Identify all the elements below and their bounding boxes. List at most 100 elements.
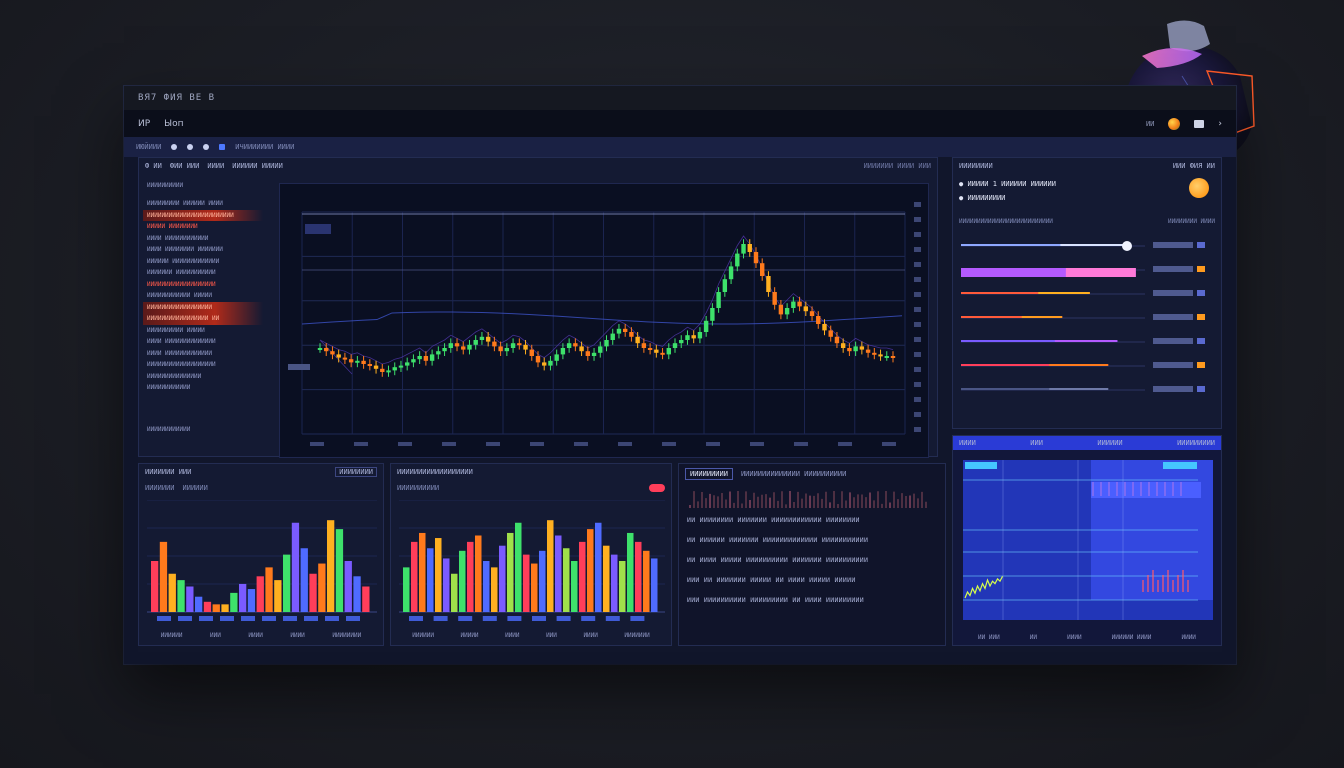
watchlist-row[interactable]: ИИИИИИИИИ ИИИИИИ ИИИИ	[147, 200, 223, 207]
y-tick-label	[914, 217, 921, 222]
bar	[230, 592, 238, 612]
watchlist-row[interactable]: ИИИИИИ ИИИИИИИИИИИИИ	[147, 257, 220, 265]
x-tick-label	[325, 616, 339, 621]
gauge-badge	[1197, 314, 1205, 320]
right-panel-gauges	[961, 241, 1205, 392]
watchlist-row[interactable]: ИИИИИИИ ИИИИИИИИИИИ	[147, 269, 216, 276]
watchlist-row[interactable]: ИИИИ ИИИИИИИИИИИИИИ	[147, 338, 216, 345]
bar	[579, 541, 586, 612]
main-header-1[interactable]: ФИИ ИИИ	[169, 162, 200, 170]
x-tick-label	[882, 442, 896, 446]
x-tick-label	[556, 616, 571, 621]
watchlist-row[interactable]: ИИИИИИИИИИИИИИИИИИИИИИИИ	[143, 209, 263, 221]
main-header-0[interactable]: Ф ИИ	[145, 162, 162, 170]
watchlist-row[interactable]: ИИИИИИИИИИИИИИИИИИИ	[147, 361, 216, 368]
gauge-badge	[1197, 386, 1205, 392]
account-avatar-icon[interactable]	[1168, 117, 1181, 130]
watchlist-row[interactable]: ИИИИ ИИИИИИИИИИИИИ	[147, 349, 213, 357]
bar	[411, 541, 418, 612]
bar	[451, 573, 458, 612]
watchlist-row[interactable]: ИИИИ ИИИИИИИИ ИИИИИИИ	[147, 246, 223, 253]
x-tick-label	[398, 442, 412, 446]
watchlist-row[interactable]: ИИИИ ИИИИИИИИИИИИ	[147, 234, 209, 242]
candle	[485, 336, 491, 342]
alert-icon[interactable]	[1189, 178, 1209, 198]
main-header-right[interactable]: ИИИИИИИ ИИИИ ИИИ	[863, 162, 931, 170]
br-axis-4: ИИИИ	[1181, 634, 1196, 641]
bar	[531, 563, 538, 612]
bar	[195, 596, 203, 612]
y-tick-label	[914, 307, 921, 312]
line-chart[interactable]	[963, 460, 1213, 630]
watchlist-row[interactable]: ИИИИИИИИИИ ИИИИИ	[147, 326, 205, 334]
window-menu-icon[interactable]	[1194, 119, 1205, 128]
signal-line	[319, 235, 894, 375]
br-tab-2[interactable]: ИИИИИИ	[1097, 439, 1123, 447]
candle	[604, 340, 609, 347]
bar	[539, 550, 546, 612]
pause-icon[interactable]	[187, 144, 194, 150]
watchlist-row[interactable]: ИИИИИИИИИИИИИИИИИ ИИ	[143, 313, 263, 325]
right-title: ИИИИИИИИ	[959, 162, 993, 170]
table-tab-inactive[interactable]: ИИИИИИИИИИИИИИ ИИИИИИИИИИ	[740, 470, 847, 478]
bar	[547, 520, 554, 612]
candle	[853, 346, 858, 352]
bm-axis-4: ИИИИ	[583, 632, 598, 639]
candle	[641, 343, 647, 348]
watchlist-row[interactable]: ИИИИИИИИИИИИ ИИИИИ	[147, 292, 213, 299]
bar-chart-left[interactable]	[147, 500, 377, 625]
watchlist-row[interactable]: ИИИИИИИИИИИИ	[147, 384, 191, 391]
candle	[429, 354, 435, 361]
bar	[419, 532, 426, 612]
candle	[710, 308, 715, 321]
gauge-badge	[1197, 266, 1205, 272]
candle	[336, 354, 341, 358]
br-tab-3[interactable]: ИИИИИИИИИ	[1177, 439, 1216, 447]
br-tab-1[interactable]: ИИИ	[1030, 439, 1043, 447]
right-title-right[interactable]: ИИИ ФИЯ ИИ	[1172, 162, 1215, 170]
menu-item-1[interactable]: Ыоп	[164, 118, 184, 129]
toolbar-path: ИЧИИИИИИИ ИИИИ	[235, 143, 295, 151]
table-row[interactable]: ИИИ ИИИИИИИИИИ ИИИИИИИИИ ИИ ИИИИ ИИИИИИИ…	[687, 596, 864, 604]
table-row[interactable]: ИИ ИИИИИИ ИИИИИИИ ИИИИИИИИИИИИИ ИИИИИИИИ…	[687, 536, 869, 544]
candle	[417, 356, 422, 360]
bl-tab[interactable]: ИИИИИИИИ	[335, 467, 377, 477]
watchlist-row[interactable]: ИИИИИИИИИИИИИИИИИИ	[143, 301, 263, 313]
bar	[603, 545, 610, 612]
table-tab-active[interactable]: ИИИИИИИИИ	[685, 468, 733, 480]
bar	[221, 604, 229, 612]
candle	[442, 348, 447, 352]
main-header-2[interactable]: ИИИИ	[207, 162, 225, 170]
layout-icon[interactable]	[219, 144, 226, 150]
candle	[579, 346, 584, 352]
record-icon[interactable]	[171, 144, 178, 150]
main-header-3[interactable]: ИИИИИИ ИИИИИ	[232, 162, 283, 170]
menu-item-0[interactable]: ИР	[138, 118, 151, 129]
bar-chart-mid[interactable]	[399, 500, 665, 625]
watchlist-row[interactable]: ИИИИИ ИИИИИИИИ	[147, 223, 198, 230]
table-row[interactable]: ИИИ ИИ ИИИИИИИ ИИИИИ ИИ ИИИИ ИИИИИ ИИИИИ	[687, 576, 856, 584]
x-tick-label	[199, 616, 213, 621]
watchlist: ИИИИИИИИИ ИИИИИИ ИИИИ ИИИИИИИИИИИИИИИИИИИ…	[143, 198, 263, 394]
br-tab-0[interactable]: ИИИИ	[959, 439, 976, 447]
watchlist-row[interactable]: ИИИИИИИИИИИИИИИ	[147, 372, 202, 380]
table-row[interactable]: ИИ ИИИИИИИИ ИИИИИИИ ИИИИИИИИИИИИ ИИИИИИИ…	[687, 516, 860, 524]
gauge-badge	[1197, 242, 1205, 248]
candle	[685, 335, 690, 340]
watchlist-row[interactable]: ИИИИИИИИИИИИИИИИИИИ	[147, 280, 216, 288]
refresh-icon[interactable]	[203, 144, 210, 150]
candle	[367, 364, 373, 366]
table-row[interactable]: ИИ ИИИИ ИИИИИ ИИИИИИИИИИ ИИИИИИИ ИИИИИИИ…	[687, 556, 869, 564]
toggle-icon[interactable]	[649, 484, 665, 492]
candle	[573, 343, 578, 347]
bottom-right-tabs: ИИИИ ИИИ ИИИИИИ ИИИИИИИИИ	[953, 436, 1221, 450]
gauge-fill	[961, 292, 1090, 294]
bm-legend: ИИИИИИИИИИ	[397, 484, 440, 492]
candlestick-chart[interactable]	[279, 183, 929, 458]
candle	[797, 301, 802, 307]
candle	[878, 354, 883, 357]
right-item-1[interactable]: ● ИИИИИИИИИ	[959, 194, 1006, 202]
bar	[467, 541, 474, 612]
right-item-0[interactable]: ● ИИИИИ 1 ИИИИИИ ИИИИИИ	[959, 180, 1056, 188]
more-icon[interactable]: ›	[1218, 118, 1222, 129]
